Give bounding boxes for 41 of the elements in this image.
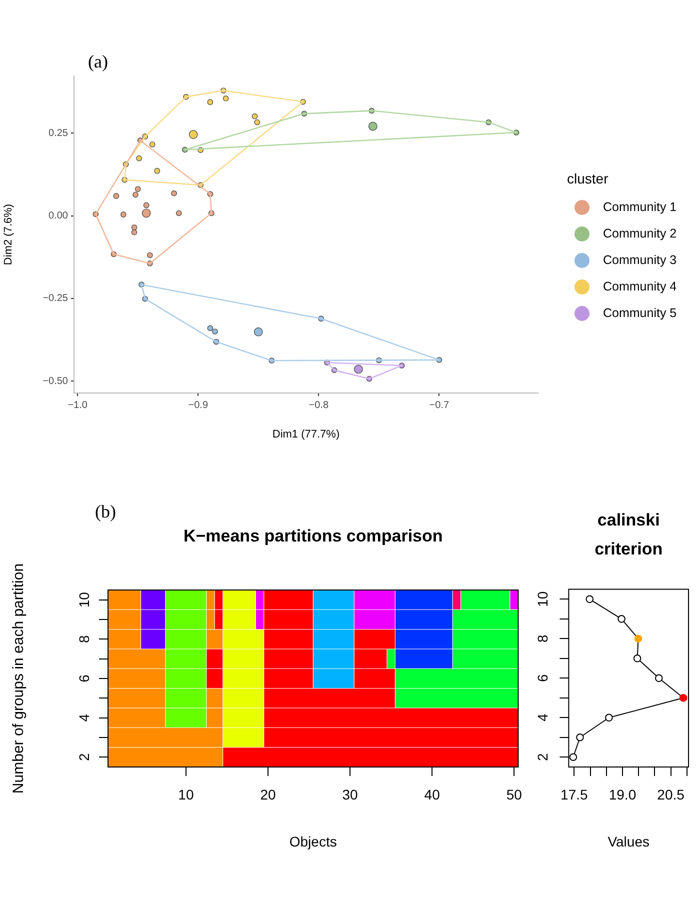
y-tick-label: 8	[534, 634, 551, 643]
y-tick-label: 2	[76, 753, 92, 762]
y-tick-label: 6	[534, 674, 551, 682]
legend-label: Community 1	[603, 200, 677, 214]
x-tick-label: −1.0	[68, 400, 88, 411]
x-axis-title: Values	[608, 833, 650, 850]
legend-label: Community 5	[603, 306, 677, 320]
y-tick-label: 4	[76, 714, 92, 722]
x-axis-title: Objects	[289, 833, 337, 850]
x-tick-label: 30	[342, 786, 358, 802]
x-tick-label: 20.5	[657, 786, 685, 802]
x-tick-label: 40	[424, 786, 440, 802]
legend-label: Community 4	[603, 279, 677, 294]
text: (a)	[88, 52, 108, 72]
legend-title: cluster	[567, 170, 609, 186]
y-tick-label: 10	[534, 591, 551, 607]
y-tick-label: 0.25	[48, 128, 68, 139]
y-tick-label: 0.00	[48, 210, 68, 222]
x-tick-label: −0.7	[429, 400, 450, 411]
chart-title: calinski criterion	[594, 510, 663, 559]
x-tick-label: −0.9	[188, 400, 208, 411]
x-axis-title: Dim1 (77.7%)	[272, 428, 340, 440]
y-tick-label: 8	[76, 635, 92, 644]
x-tick-label: 50	[506, 786, 522, 802]
y-axis-title: Dim2 (7.6%)	[2, 204, 15, 266]
y-tick-label: −0.50	[42, 376, 68, 387]
x-tick-label: 17.5	[560, 786, 588, 802]
y-tick-label: 10	[76, 592, 92, 608]
y-tick-label: −0.25	[42, 293, 68, 304]
y-tick-label: 4	[534, 714, 551, 722]
y-tick-label: 2	[534, 753, 551, 762]
y-tick-label: 6	[76, 674, 92, 682]
x-tick-label: 20	[260, 786, 276, 802]
legend-label: Community 2	[603, 226, 677, 240]
chart-title: K−means partitions comparison	[183, 526, 443, 546]
text: (b)	[95, 502, 116, 522]
x-tick-label: −0.8	[308, 400, 329, 411]
y-axis-title: Number of groups in each partition	[10, 563, 28, 794]
legend-label: Community 3	[603, 252, 677, 267]
x-tick-label: 19.0	[608, 786, 636, 802]
x-tick-label: 10	[178, 786, 194, 802]
